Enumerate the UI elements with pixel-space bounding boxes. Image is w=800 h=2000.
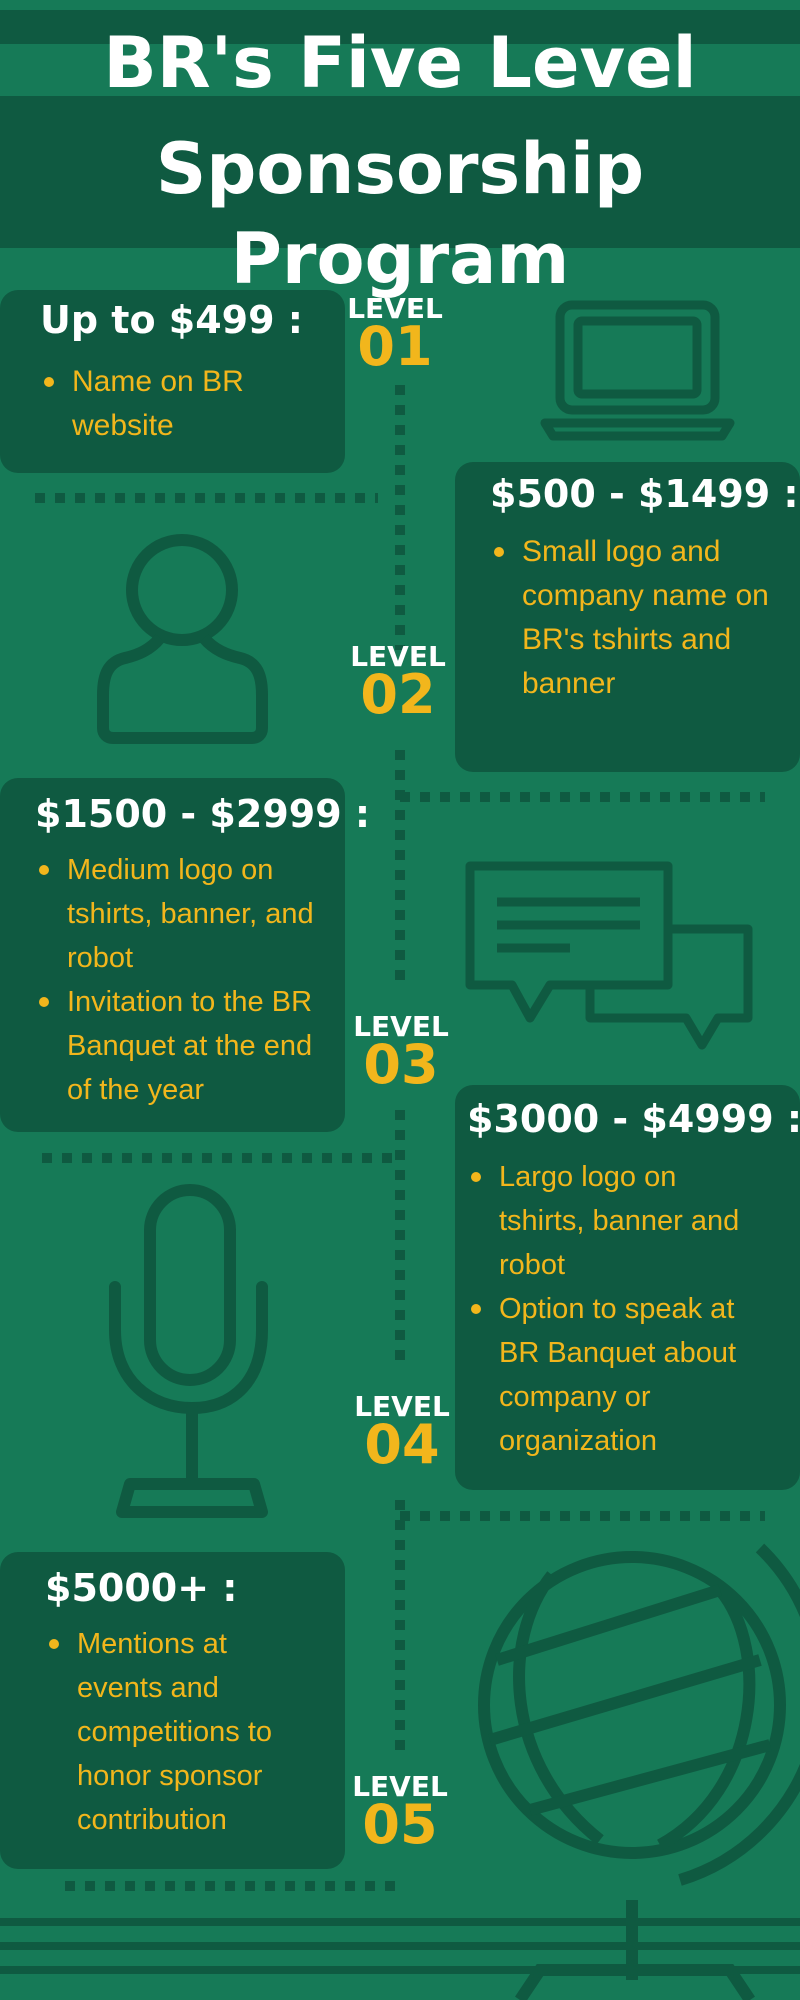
level-3-price: $1500 - $2999 : [35, 792, 371, 836]
level-2-card: $500 - $1499 : Small logo and company na… [455, 462, 800, 772]
benefit-item: Name on BR website [40, 360, 290, 448]
header-stripe [0, 214, 800, 248]
level-2-price: $500 - $1499 : [490, 472, 799, 516]
chat-bubbles-icon [465, 861, 753, 1050]
level-3-card: $1500 - $2999 : Medium logo on tshirts, … [0, 778, 371, 1132]
level-3-label: LEVEL [353, 1010, 449, 1043]
laptop-icon [540, 300, 735, 441]
user-icon [97, 534, 268, 744]
page-title-line-1: BR's Five Level [103, 22, 697, 104]
header-stripe [0, 96, 800, 216]
microphone-icon [109, 1184, 268, 1518]
level-4-card: $3000 - $4999 : Largo logo on tshirts, b… [455, 1085, 800, 1490]
level-4-number: 04 [364, 1413, 440, 1476]
benefit-item: Mentions at events and competitions to h… [45, 1622, 305, 1842]
globe-icon [478, 1543, 800, 2000]
page-title-line-2: Sponsorship Program [155, 128, 645, 300]
level-5-label: LEVEL [352, 1770, 448, 1803]
level-1-number: 01 [357, 315, 433, 378]
header-stripe [0, 10, 800, 44]
level-5-number: 05 [362, 1793, 438, 1856]
level-5-price: $5000+ : [45, 1566, 238, 1610]
level-1-card: Up to $499 : Name on BR website [0, 290, 345, 473]
level-5-card: $5000+ : Mentions at events and competit… [0, 1552, 345, 1869]
level-1-price: Up to $499 : [40, 298, 303, 342]
level-4-price: $3000 - $4999 : [467, 1097, 800, 1141]
benefit-item: Largo logo on tshirts, banner and robot [467, 1155, 767, 1287]
benefit-item: Option to speak at BR Banquet about comp… [467, 1287, 767, 1463]
level-4-label: LEVEL [354, 1390, 450, 1423]
benefit-item: Medium logo on tshirts, banner, and robo… [35, 848, 325, 980]
benefit-item: Invitation to the BR Banquet at the end … [35, 980, 325, 1112]
level-1-label: LEVEL [347, 292, 443, 325]
level-3-number: 03 [363, 1033, 439, 1096]
level-2-number: 02 [360, 663, 436, 726]
benefit-item: Small logo and company name on BR's tshi… [490, 530, 780, 706]
level-2-label: LEVEL [350, 640, 446, 673]
